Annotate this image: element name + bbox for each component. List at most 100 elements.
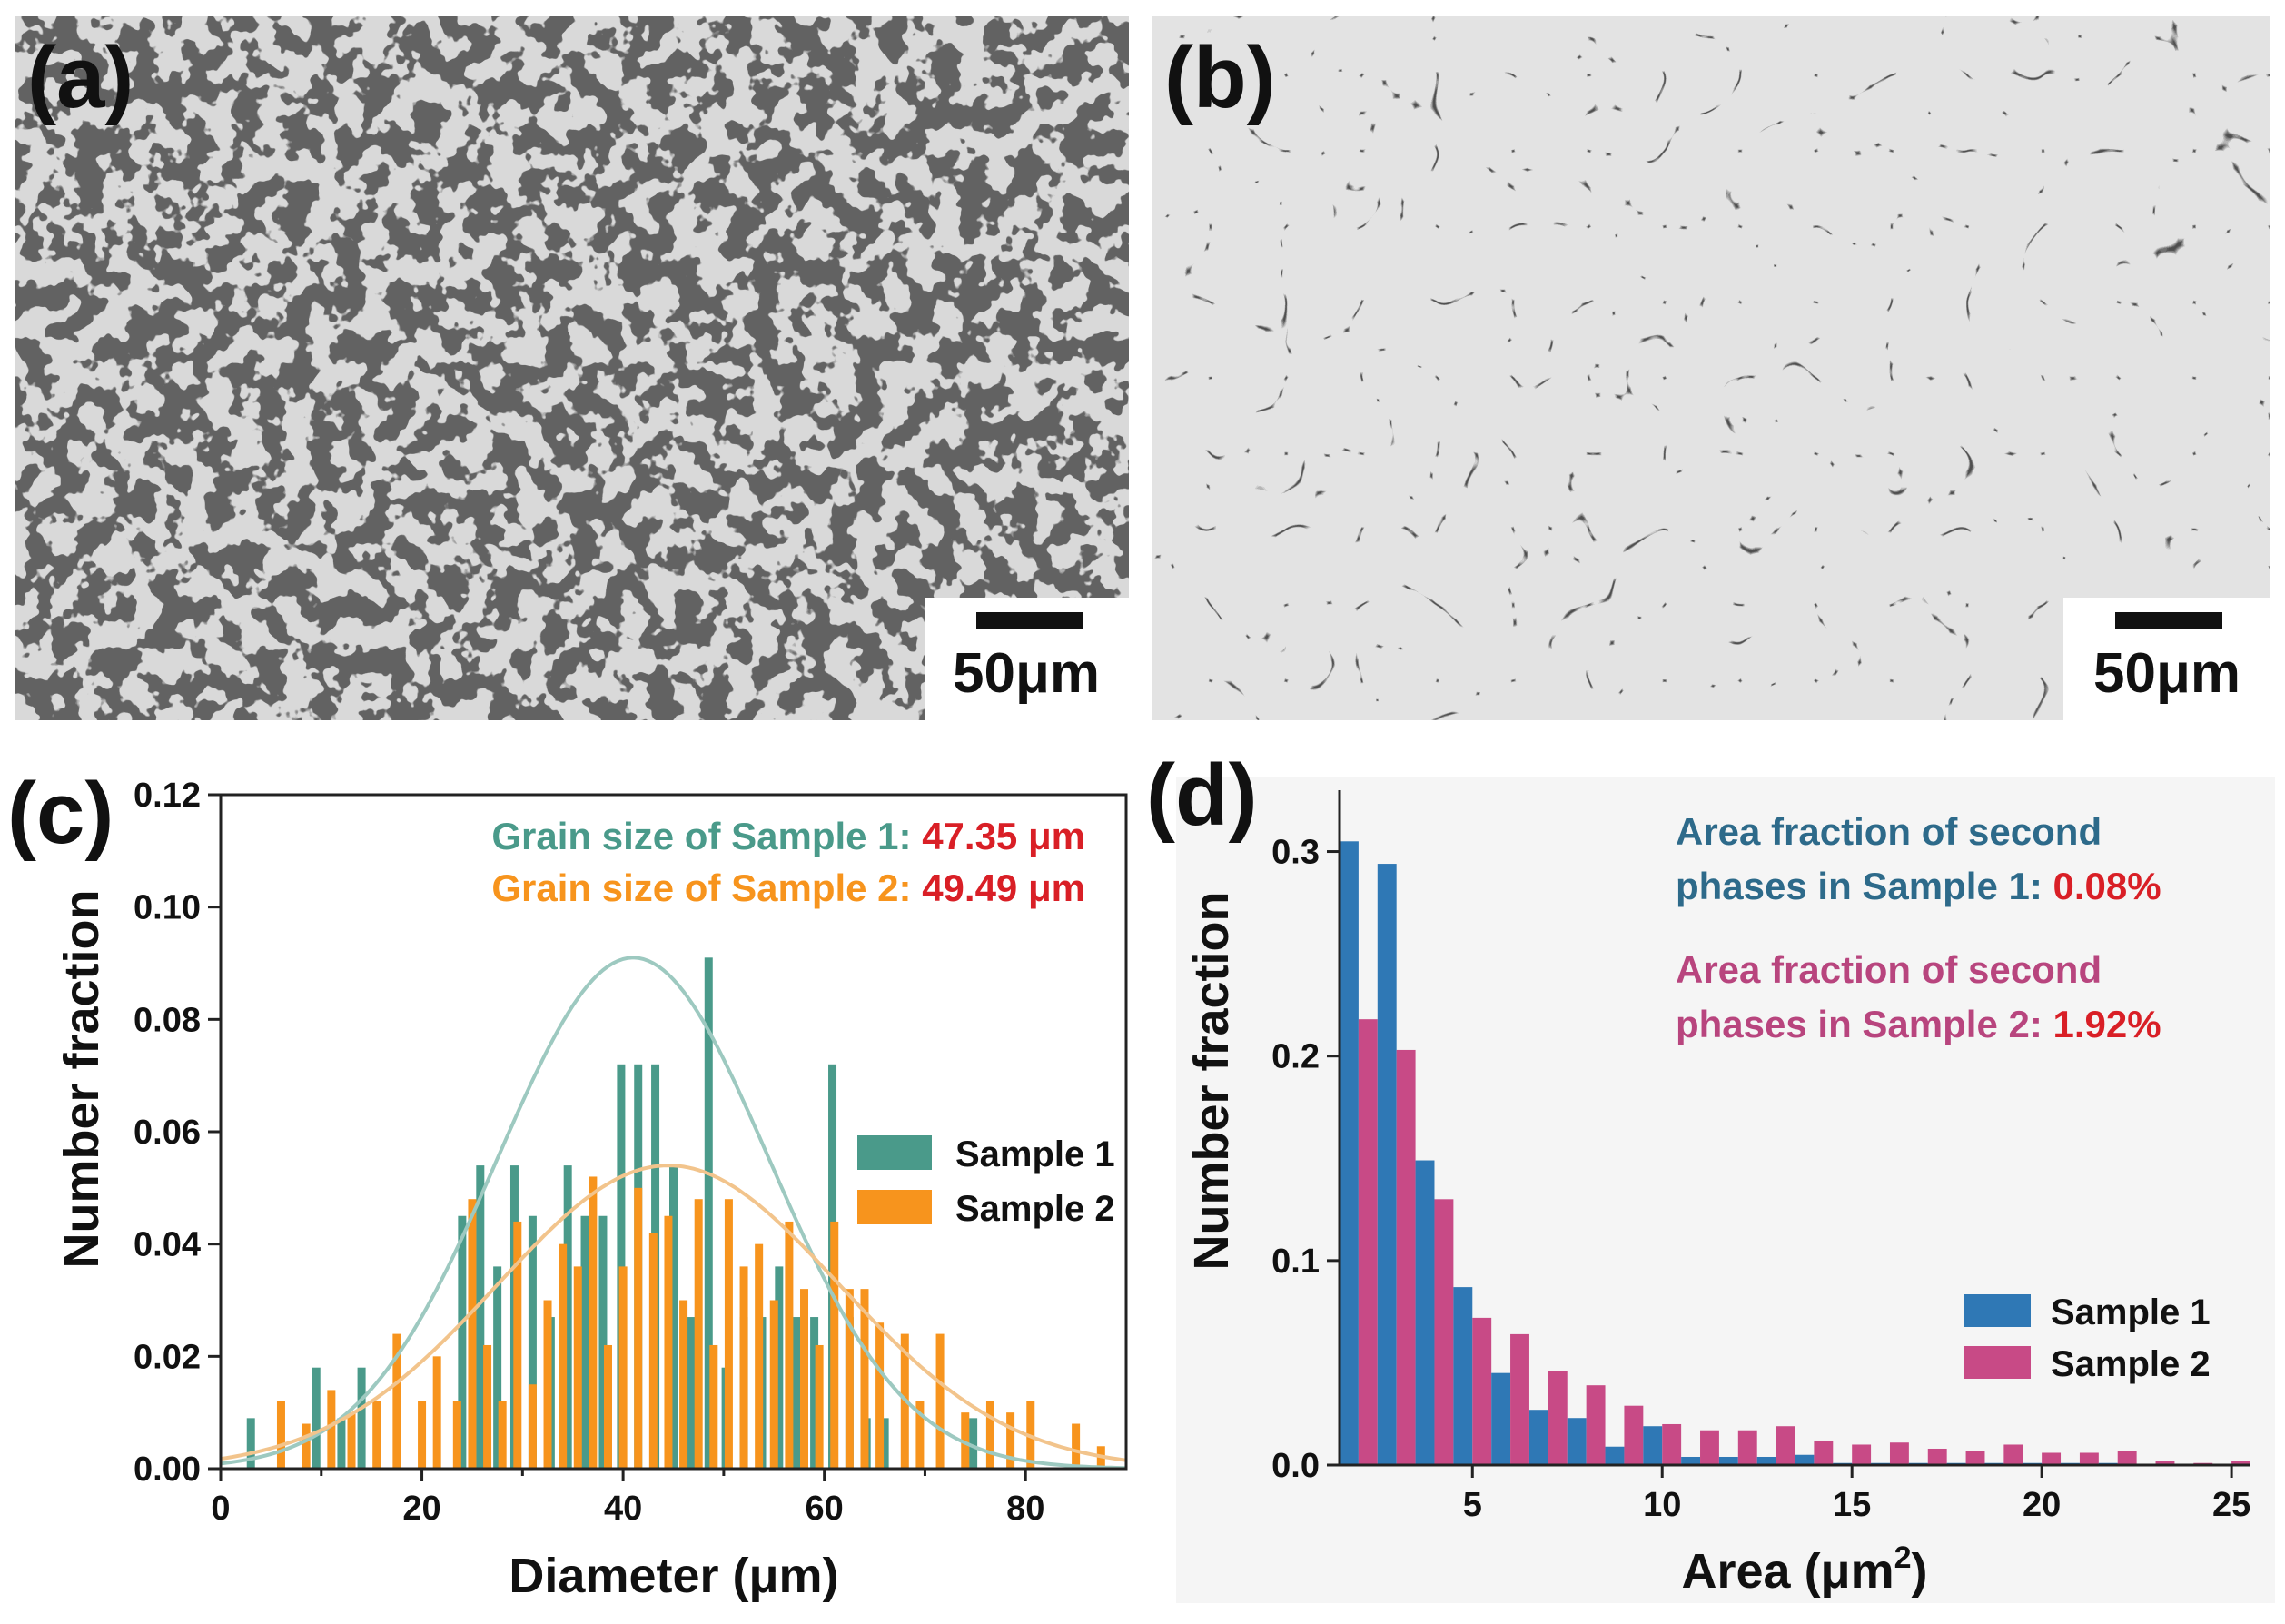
chart-c-bar-sample1 (458, 1215, 467, 1469)
chart-c-bar-sample2 (432, 1356, 441, 1469)
chart-d-bar-sample2 (1852, 1444, 1872, 1465)
chart-c-bar-sample2 (372, 1401, 381, 1469)
chart-d-bar-sample2 (1662, 1423, 1682, 1465)
chart-c-bar-sample2 (468, 1199, 477, 1469)
chart-d-annotation-1-line1: Area fraction of second (1676, 810, 2102, 853)
chart-c-annotation-1: Grain size of Sample 1: 47.35 μm (491, 815, 1085, 857)
chart-c-bar-sample1 (792, 1317, 801, 1469)
scale-bar-label-b: 50μm (2093, 642, 2240, 705)
chart-d-xlabel-end: ) (1912, 1544, 1928, 1599)
chart-c-bar-sample2 (618, 1266, 628, 1469)
chart-c-ytick-label: 0.12 (134, 777, 201, 815)
chart-c-annotation-1-label: Grain size of Sample 1: (491, 815, 922, 857)
chart-d-bar-sample2 (1700, 1430, 1719, 1465)
chart-d-bar-sample2 (1510, 1333, 1529, 1465)
chart-c-bar-sample2 (1006, 1412, 1015, 1469)
chart-d-bar-sample1 (1567, 1418, 1587, 1465)
chart-c-bar-sample1 (687, 1317, 696, 1469)
chart-d-bar-sample1 (1681, 1456, 1701, 1465)
chart-c-bar-sample2 (603, 1344, 612, 1469)
chart-c-bar-sample1 (704, 957, 713, 1469)
chart-c-bar-sample2 (800, 1289, 809, 1469)
chart-d-bar-sample2 (2231, 1461, 2250, 1465)
chart-c-bar-sample1 (528, 1215, 537, 1469)
chart-d-annotation-2-line2: phases in Sample 2: 1.92% (1676, 1003, 2161, 1045)
chart-c-ytick-label: 0.08 (134, 1001, 201, 1039)
chart-c-bar-sample2 (513, 1221, 522, 1469)
chart-c-bar-sample1 (598, 1215, 608, 1469)
chart-d-xtick-label: 10 (1643, 1486, 1681, 1524)
chart-c-bar-sample2 (327, 1390, 336, 1469)
chart-d-bar-sample2 (1927, 1448, 1947, 1465)
chart-d-bar-sample1 (1718, 1456, 1738, 1465)
chart-c-bar-sample1 (969, 1418, 978, 1469)
chart-d-ytick-label: 0.1 (1271, 1243, 1320, 1281)
chart-c-bar-sample1 (580, 1215, 589, 1469)
chart-d-legend-swatch-sample1 (1964, 1294, 2031, 1327)
chart-c-bar-sample2 (769, 1300, 778, 1469)
chart-d-legend-label-sample1: Sample 1 (2051, 1292, 2211, 1332)
chart-c-bar-sample1 (246, 1418, 255, 1469)
chart-c-bar-sample2 (785, 1221, 794, 1469)
chart-c-bar-sample2 (276, 1401, 285, 1469)
chart-d-bar-sample1 (1528, 1410, 1548, 1465)
chart-d-bar-sample1 (1605, 1446, 1625, 1465)
chart-c-legend-swatch-sample1 (857, 1135, 932, 1170)
chart-c-bar-sample2 (664, 1215, 673, 1469)
chart-d-bar-sample2 (2155, 1461, 2175, 1465)
chart-c-bar-sample2 (860, 1289, 869, 1469)
chart-c-annotation-2-value: 49.49 μm (922, 866, 1085, 909)
chart-d-bar-sample2 (1814, 1440, 1834, 1465)
chart-d-annotation-1-value: 0.08% (2053, 865, 2161, 907)
chart-c-bar-sample2 (985, 1401, 994, 1469)
chart-c-xlabel: Diameter (μm) (509, 1549, 838, 1603)
chart-c-bar-sample2 (815, 1344, 824, 1469)
chart-c-bar-sample1 (775, 1266, 784, 1469)
chart-c-ytick-label: 0.02 (134, 1338, 201, 1376)
chart-c-bar-sample2 (755, 1243, 764, 1469)
chart-c-xtick-label: 60 (806, 1490, 844, 1528)
chart-c-bar-sample2 (347, 1412, 356, 1469)
chart-c-bar-sample2 (573, 1266, 582, 1469)
chart-d-xtick-label: 5 (1463, 1486, 1482, 1524)
chart-c-bar-sample2 (392, 1333, 401, 1469)
chart-d-annotation-2-label: phases in Sample 2: (1676, 1003, 2053, 1045)
chart-c-legend-label-sample2: Sample 2 (955, 1189, 1115, 1229)
chart-c-legend-label-sample1: Sample 1 (955, 1134, 1115, 1174)
micrograph-a: 50μm (a) (15, 16, 1129, 720)
chart-d-bar-sample1 (1795, 1454, 1815, 1465)
chart-c-bar-sample2 (634, 1187, 643, 1469)
chart-c-ytick-label: 0.10 (134, 889, 201, 927)
chart-c-bar-sample2 (648, 1233, 658, 1469)
chart-d-bar-sample1 (1643, 1426, 1663, 1465)
chart-c-xtick-label: 40 (604, 1490, 642, 1528)
chart-c-bar-sample2 (452, 1401, 461, 1469)
micrograph-b: 50μm (b) (1152, 16, 2270, 720)
chart-d-bar-sample2 (2117, 1451, 2137, 1465)
chart-c: (c) 0 20 40 60 80 0.00 0.02 0.04 0.06 0.08 0.10 0.1… (7, 765, 1128, 1603)
chart-c-bar-sample1 (312, 1367, 321, 1469)
chart-d-bar-sample2 (1396, 1049, 1416, 1465)
chart-c-bar-sample1 (880, 1418, 889, 1469)
chart-c-bar-sample2 (709, 1344, 718, 1469)
chart-c-bar-sample2 (302, 1423, 311, 1469)
chart-d: (d) 5 10 15 20 25 0.0 0.1 0.2 0.3 Number fractio… (1146, 747, 2275, 1603)
chart-d-ylabel: Number fraction (1184, 891, 1239, 1270)
chart-d-annotation-1-label: phases in Sample 1: (1676, 865, 2053, 907)
chart-d-bar-sample1 (1453, 1287, 1473, 1465)
chart-d-ytick-label: 0.0 (1271, 1447, 1320, 1485)
chart-c-fit-sample1 (220, 956, 1127, 1471)
chart-c-bar-sample1 (669, 1165, 678, 1469)
chart-d-bar-sample2 (1737, 1430, 1757, 1465)
chart-c-ytick-label: 0.04 (134, 1226, 201, 1264)
chart-d-bar-sample2 (1965, 1451, 1985, 1465)
chart-c-bar-sample2 (935, 1333, 945, 1469)
scale-bar-label-a: 50μm (953, 642, 1100, 705)
chart-d-bar-sample2 (1889, 1442, 1909, 1465)
chart-c-bar-sample2 (845, 1289, 854, 1469)
chart-c-bar-sample2 (543, 1300, 552, 1469)
chart-c-fit-sample2 (220, 1164, 1127, 1462)
chart-c-bar-sample2 (830, 1221, 839, 1469)
chart-d-bar-sample1 (1415, 1160, 1435, 1465)
chart-c-legend-swatch-sample2 (857, 1190, 932, 1224)
